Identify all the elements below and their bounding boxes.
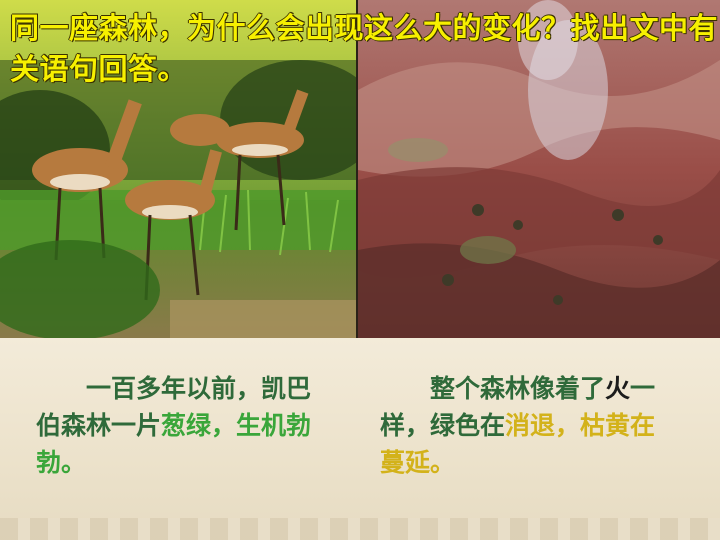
caption-left-highlight-vibrant: 生机勃勃	[36, 411, 312, 477]
photo-divider	[356, 0, 359, 338]
caption-right-highlight-spread: 蔓延	[380, 448, 431, 477]
caption-left-end: 。	[61, 448, 87, 477]
caption-left-highlight-green: 葱绿	[161, 411, 212, 440]
caption-past-forest: 一百多年以前，凯巴伯森林一片葱绿，生机勃勃。	[36, 370, 316, 481]
caption-right-fire: 火	[605, 374, 631, 403]
caption-left-comma: ，	[211, 411, 237, 440]
parchment-panel	[0, 338, 720, 540]
caption-right-end: 。	[430, 448, 456, 477]
caption-right-text: 整个森林像着了	[430, 374, 606, 403]
caption-current-forest: 整个森林像着了火一样，绿色在消退，枯黄在蔓延。	[380, 370, 680, 481]
caption-right-text2: 一样，绿色在	[380, 374, 656, 440]
caption-right-text3: ，枯黄在	[555, 411, 656, 440]
caption-right-highlight-fade: 消退	[505, 411, 556, 440]
caption-left-text: 一百多年以前，凯巴伯森林一片	[36, 374, 312, 440]
deer-forest-photo	[0, 0, 358, 338]
burned-hillside-photo	[358, 0, 720, 338]
slide-title: 同一座森林，为什么会出现这么大的变化？找出文中有关语句回答。	[10, 11, 719, 86]
decorative-border	[0, 518, 720, 540]
